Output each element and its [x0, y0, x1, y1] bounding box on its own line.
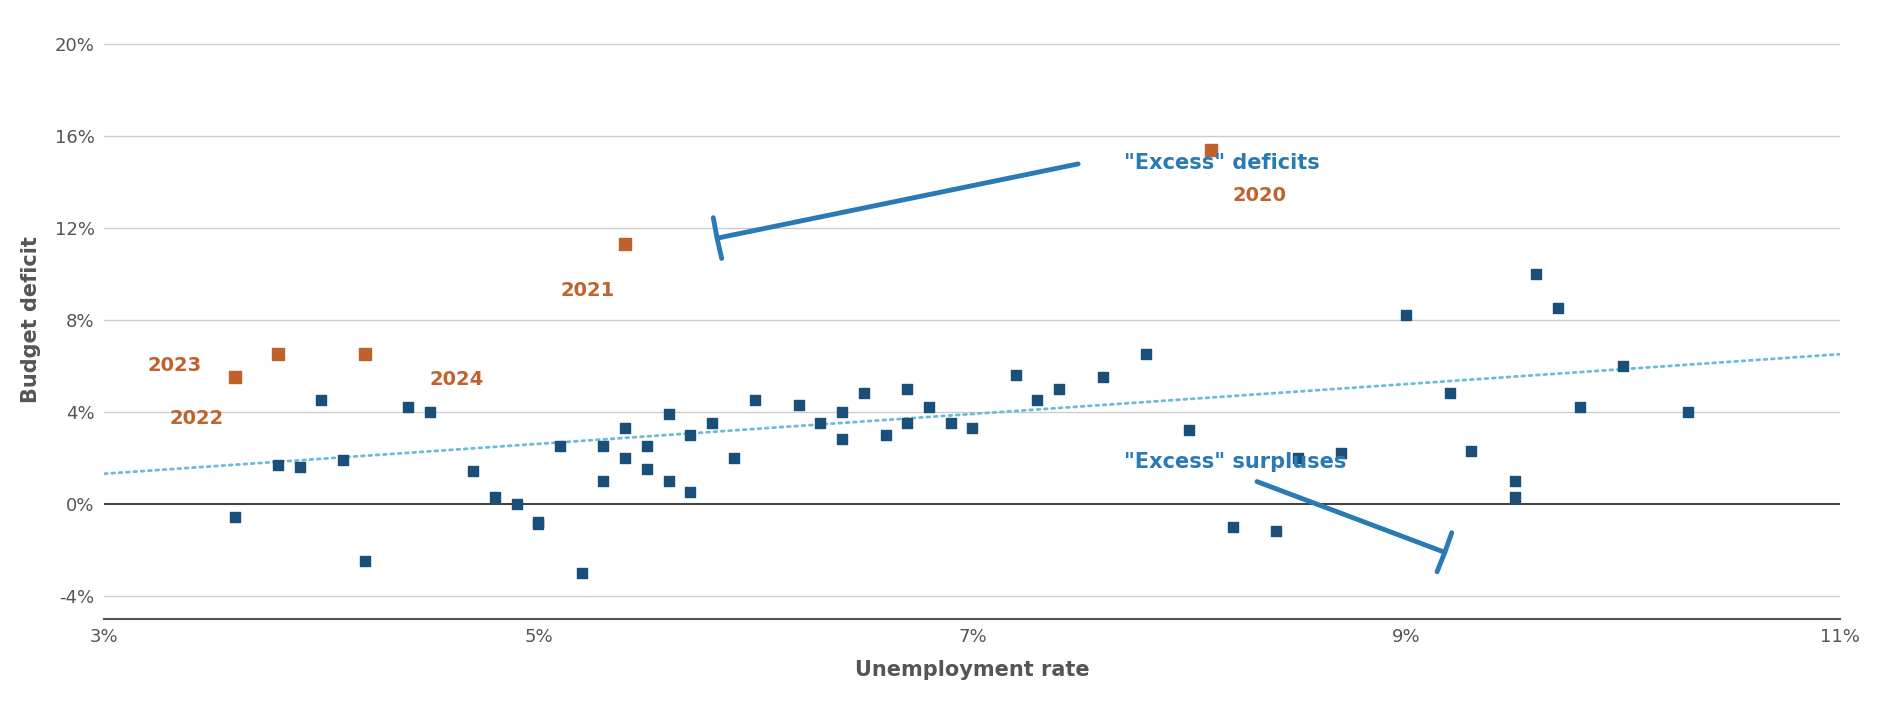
Point — [675, 486, 705, 498]
Point — [957, 422, 987, 433]
Point — [220, 512, 250, 523]
Point — [609, 452, 639, 463]
Point — [1043, 383, 1073, 394]
Point — [459, 466, 489, 477]
Point — [1498, 475, 1528, 486]
Point — [934, 418, 964, 429]
Point — [1521, 268, 1551, 279]
Point — [1673, 406, 1703, 417]
Point — [718, 452, 748, 463]
Point — [523, 519, 553, 530]
Text: 2020: 2020 — [1231, 186, 1286, 205]
Y-axis label: Budget deficit: Budget deficit — [21, 236, 41, 403]
Point — [848, 388, 878, 399]
Point — [545, 440, 575, 451]
Point — [914, 402, 944, 413]
Point — [1000, 369, 1030, 381]
Point — [741, 395, 771, 406]
Point — [652, 409, 682, 420]
Point — [675, 429, 705, 440]
Point — [632, 463, 662, 475]
Point — [1455, 445, 1485, 456]
Point — [652, 475, 682, 486]
Text: 2022: 2022 — [169, 409, 224, 428]
Point — [415, 406, 446, 417]
Point — [327, 454, 357, 465]
Point — [588, 475, 619, 486]
Point — [870, 429, 901, 440]
Point — [1087, 372, 1117, 383]
Point — [1282, 452, 1312, 463]
Point — [350, 555, 380, 566]
Point — [609, 238, 639, 250]
Point — [1391, 309, 1421, 320]
Point — [284, 461, 314, 472]
Point — [1196, 144, 1226, 155]
X-axis label: Unemployment rate: Unemployment rate — [855, 660, 1089, 680]
Point — [1498, 491, 1528, 503]
Text: 2024: 2024 — [431, 370, 483, 389]
Point — [697, 418, 728, 429]
Point — [263, 459, 293, 470]
Point — [263, 348, 293, 360]
Point — [566, 567, 596, 578]
Point — [502, 498, 532, 509]
Point — [350, 348, 380, 360]
Point — [393, 402, 423, 413]
Text: "Excess" deficits: "Excess" deficits — [1124, 154, 1320, 173]
Point — [1173, 424, 1203, 435]
Point — [1023, 395, 1053, 406]
Point — [479, 491, 509, 503]
Point — [306, 395, 337, 406]
Point — [220, 372, 250, 383]
Point — [632, 440, 662, 451]
Point — [588, 440, 619, 451]
Point — [891, 418, 921, 429]
Point — [891, 383, 921, 394]
Point — [827, 406, 857, 417]
Point — [805, 418, 835, 429]
Text: 2023: 2023 — [149, 357, 201, 376]
Point — [1607, 360, 1637, 372]
Point — [827, 434, 857, 445]
Text: "Excess" surpluses: "Excess" surpluses — [1124, 452, 1346, 472]
Point — [1216, 521, 1246, 532]
Point — [1542, 303, 1572, 314]
Point — [1260, 526, 1290, 537]
Point — [523, 517, 553, 528]
Text: 2021: 2021 — [560, 280, 615, 299]
Point — [1564, 402, 1594, 413]
Point — [1434, 388, 1465, 399]
Point — [609, 422, 639, 433]
Point — [1325, 447, 1355, 458]
Point — [784, 399, 814, 410]
Point — [1130, 348, 1160, 360]
